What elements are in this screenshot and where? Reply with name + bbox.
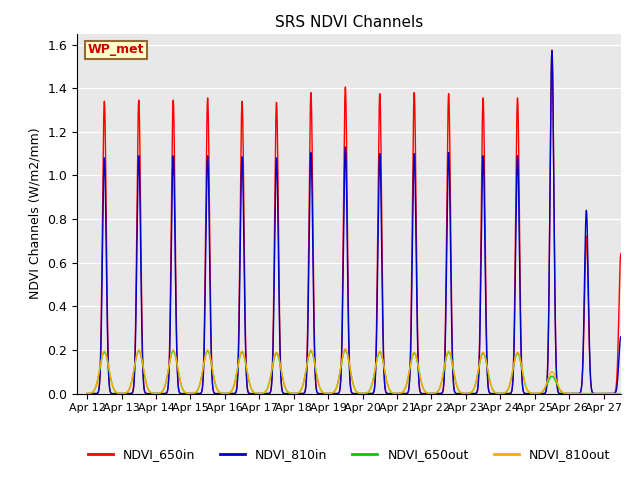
Legend: NDVI_650in, NDVI_810in, NDVI_650out, NDVI_810out: NDVI_650in, NDVI_810in, NDVI_650out, NDV… bbox=[83, 443, 615, 466]
Y-axis label: NDVI Channels (W/m2/mm): NDVI Channels (W/m2/mm) bbox=[29, 128, 42, 300]
Title: SRS NDVI Channels: SRS NDVI Channels bbox=[275, 15, 423, 30]
Text: WP_met: WP_met bbox=[88, 43, 144, 56]
